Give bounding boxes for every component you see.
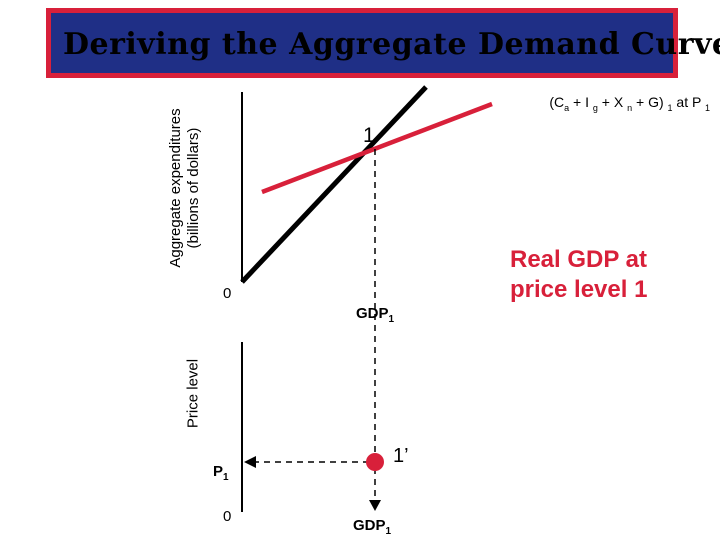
p1-label: P1 <box>213 463 229 483</box>
curve-label-sub-p1: 1 <box>704 102 710 113</box>
curve-label-sub-1: 1 <box>667 102 673 113</box>
page-title: Deriving the Aggregate Demand Curve <box>63 27 720 62</box>
top-gdp-sub: 1 <box>388 314 395 325</box>
point-1-prime <box>366 453 384 471</box>
curve-label-part-4: at P <box>672 94 705 110</box>
45-degree-line <box>240 85 428 284</box>
curve-label-sub-n: n <box>627 102 633 113</box>
p-sub: 1 <box>223 472 229 483</box>
top-gdp1-label: GDP1 <box>356 305 394 325</box>
p-text: P <box>213 463 224 480</box>
point-1-label: 1 <box>363 124 375 147</box>
top-origin-label: 0 <box>223 285 232 302</box>
aggregate-expenditures-line <box>261 101 493 195</box>
curve-label-part-3: + G) <box>632 94 668 110</box>
top-gdp-text: GDP <box>356 305 389 322</box>
curve-label-part-2: + X <box>597 94 628 110</box>
bottom-origin-label: 0 <box>223 508 232 525</box>
curve-label-part-1: + I <box>569 94 593 110</box>
gdp1-arrowhead <box>369 500 381 511</box>
bottom-gdp-text: GDP <box>353 517 386 534</box>
bottom-gdp-sub: 1 <box>385 526 392 537</box>
point-1-prime-label: 1’ <box>393 445 409 467</box>
curve-label-sub-g: g <box>592 102 598 113</box>
real-gdp-note: Real GDP at price level 1 <box>510 246 648 303</box>
curve-label-main: (C <box>549 94 565 110</box>
curve-label-sub-a: a <box>564 102 570 113</box>
expenditure-curve-label: (Ca + I g + X n + G) 1 at P 1 <box>549 94 710 113</box>
p1-arrowhead <box>244 456 256 468</box>
title-banner: Deriving the Aggregate Demand Curve <box>46 8 720 78</box>
bottom-gdp1-label: GDP1 <box>353 517 391 537</box>
